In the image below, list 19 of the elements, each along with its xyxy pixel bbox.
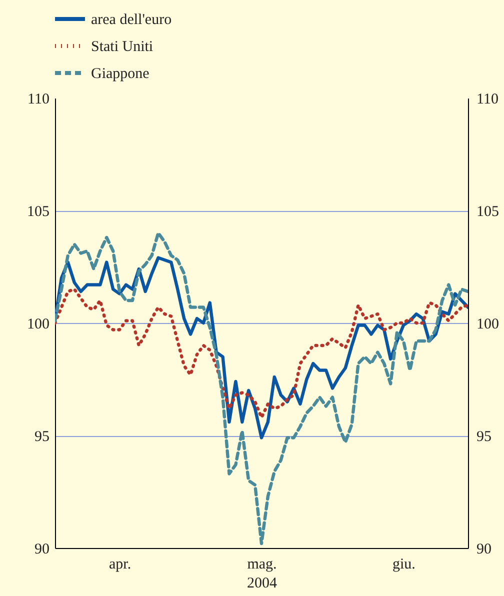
- x-tick-label: apr.: [108, 556, 132, 572]
- y2-tick-label: 90: [476, 542, 492, 558]
- y2-tick-label: 100: [476, 316, 499, 332]
- y2-tick-label: 95: [476, 429, 492, 445]
- x-tick-label: mag.: [247, 556, 277, 572]
- y-tick-label: 110: [28, 92, 50, 108]
- y-tick-label: 95: [34, 429, 50, 445]
- y-tick-label: 100: [27, 316, 50, 332]
- y2-tick-label: 110: [476, 92, 498, 108]
- y-tick-label: 90: [34, 542, 50, 558]
- y2-tick-label: 105: [476, 204, 499, 220]
- y-tick-label: 105: [27, 204, 50, 220]
- line-series: [55, 231, 468, 546]
- x-tick-label: giu.: [392, 556, 416, 572]
- legend-label: Stati Uniti: [91, 39, 154, 55]
- legend-label: area dell'euro: [91, 12, 172, 28]
- line-series: [55, 288, 468, 420]
- x-axis-title: 2004: [247, 576, 278, 592]
- legend-label: Giappone: [91, 66, 150, 82]
